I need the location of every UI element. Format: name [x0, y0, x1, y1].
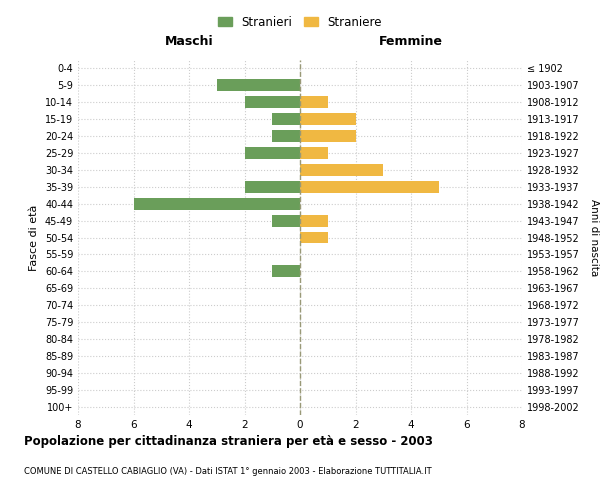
Bar — [300, 147, 328, 159]
Bar — [272, 130, 300, 142]
Legend: Stranieri, Straniere: Stranieri, Straniere — [213, 11, 387, 34]
Bar — [300, 232, 328, 243]
Bar — [245, 147, 300, 159]
Bar — [300, 181, 439, 192]
Text: COMUNE DI CASTELLO CABIAGLIO (VA) - Dati ISTAT 1° gennaio 2003 - Elaborazione TU: COMUNE DI CASTELLO CABIAGLIO (VA) - Dati… — [24, 468, 431, 476]
Y-axis label: Anni di nascita: Anni di nascita — [589, 199, 599, 276]
Bar — [300, 130, 356, 142]
Bar — [272, 266, 300, 277]
Bar — [133, 198, 300, 209]
Text: Popolazione per cittadinanza straniera per età e sesso - 2003: Popolazione per cittadinanza straniera p… — [24, 435, 433, 448]
Bar — [300, 164, 383, 176]
Bar — [300, 214, 328, 226]
Bar — [272, 214, 300, 226]
Bar — [245, 96, 300, 108]
Text: Maschi: Maschi — [164, 35, 214, 48]
Bar — [300, 96, 328, 108]
Bar — [300, 114, 356, 125]
Bar — [245, 181, 300, 192]
Bar — [217, 80, 300, 92]
Y-axis label: Fasce di età: Fasce di età — [29, 204, 39, 270]
Bar — [272, 114, 300, 125]
Text: Femmine: Femmine — [379, 35, 443, 48]
